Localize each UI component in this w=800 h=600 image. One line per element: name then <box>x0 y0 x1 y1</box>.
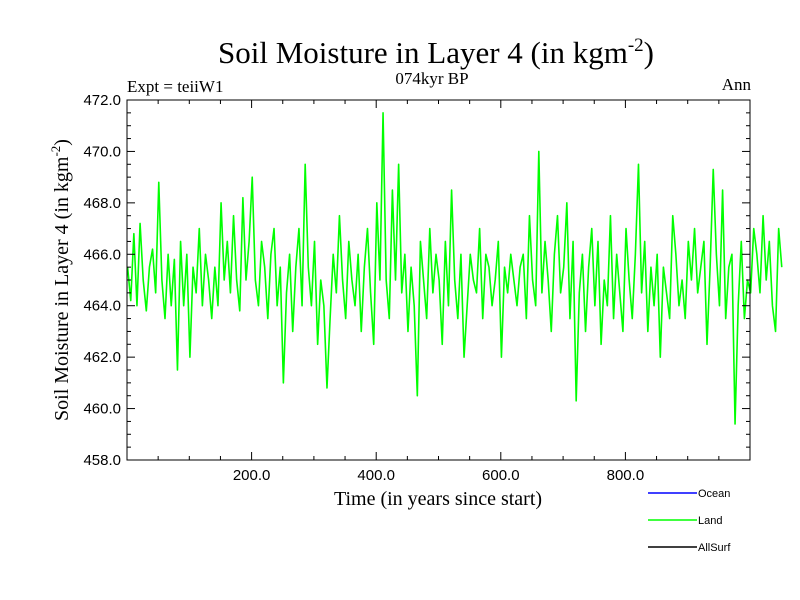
y-tick-label: 462.0 <box>83 349 121 366</box>
legend-label-ocean: Ocean <box>698 488 730 500</box>
y-tick-label: 466.0 <box>83 246 121 263</box>
y-tick-label: 464.0 <box>83 298 121 315</box>
y-tick-label: 470.0 <box>83 143 121 160</box>
y-tick-label: 472.0 <box>83 92 121 109</box>
x-tick-label: 200.0 <box>233 467 271 484</box>
y-tick-label: 468.0 <box>83 195 121 212</box>
y-tick-label: 460.0 <box>83 401 121 418</box>
subtitle-left: Expt = teiiW1 <box>127 77 223 96</box>
x-tick-label: 400.0 <box>357 467 395 484</box>
x-tick-label: 800.0 <box>607 467 645 484</box>
series-layer <box>126 112 783 425</box>
subtitle-center: 074kyr BP <box>395 69 468 88</box>
y-axis-label: Soil Moisture in Layer 4 (in kgm-2) <box>48 139 73 421</box>
plot-frame <box>126 99 751 461</box>
legend: Ocean Land AllSurf <box>648 488 731 554</box>
x-tick-label: 600.0 <box>482 467 520 484</box>
legend-label-allsurf: AllSurf <box>698 542 731 554</box>
chart-title: Soil Moisture in Layer 4 (in kgm-2) <box>218 35 654 70</box>
tick-labels-layer: 200.0 400.0 600.0 800.0 458.0 460.0 462.0 464.0… <box>83 92 644 484</box>
legend-label-land: Land <box>698 515 722 527</box>
x-axis-label: Time (in years since start) <box>334 488 542 510</box>
series-line-land <box>126 112 783 425</box>
subtitle-right: Ann <box>722 75 752 94</box>
y-tick-label: 458.0 <box>83 452 121 469</box>
